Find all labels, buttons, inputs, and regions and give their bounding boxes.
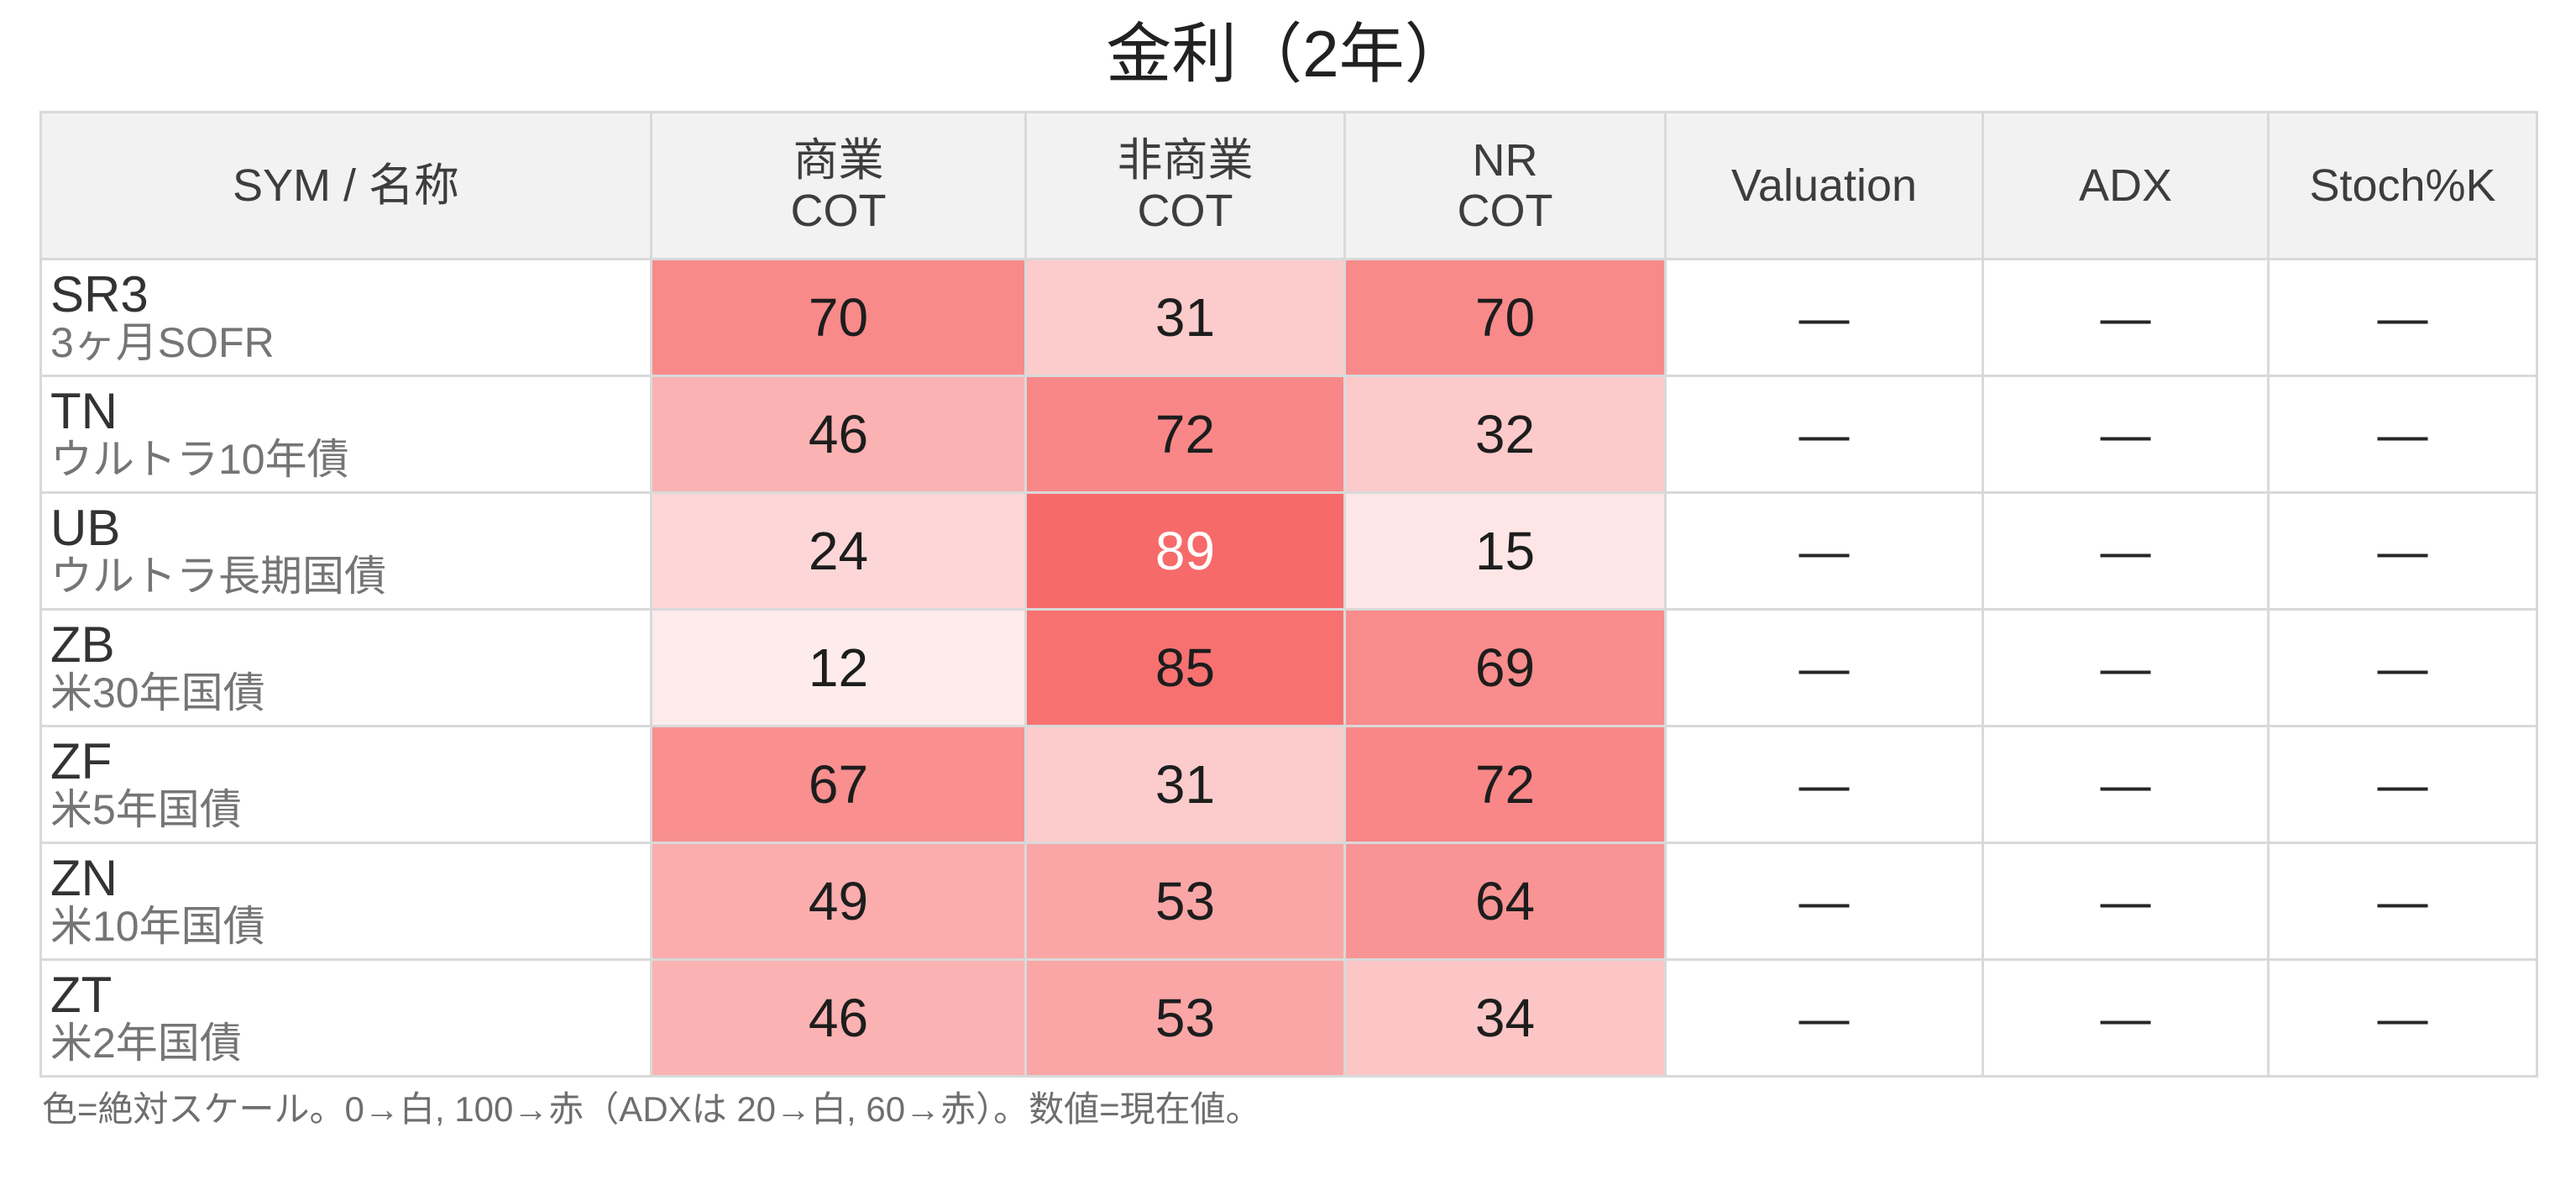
table-row: ZT 米2年国債 46 53 34— — — [39, 958, 2538, 1078]
heat-cell-com: 70 [650, 258, 1027, 377]
column-header-adx: ADX [1982, 111, 2270, 260]
empty-cell-adx: — [1982, 842, 2270, 961]
symbol-name: ウルトラ長期国債 [50, 553, 386, 600]
empty-cell-stochk: — [2267, 608, 2538, 727]
symbol-name: 米30年国債 [50, 669, 265, 717]
heat-cell-nr: 15 [1343, 491, 1667, 611]
column-header-sym-name: SYM / 名称 [39, 111, 652, 260]
empty-cell-adx: — [1982, 375, 2270, 494]
heat-cell-com: 67 [650, 725, 1027, 844]
column-header-nr-cot: NR COT [1343, 111, 1667, 260]
empty-cell-valuation: — [1664, 375, 1984, 494]
heat-cell-noncom: 85 [1024, 608, 1346, 727]
symbol-code: ZN [50, 849, 118, 906]
table-row: ZB 米30年国債 12 85 69— — — [39, 608, 2538, 727]
empty-cell-adx: — [1982, 258, 2270, 377]
heatmap-table: SYM / 名称 商業 COT 非商業 COT NR COT Valuation… [39, 111, 2538, 1078]
table-header: SYM / 名称 商業 COT 非商業 COT NR COT Valuation… [39, 111, 2538, 260]
symbol-cell: ZF 米5年国債 [39, 725, 652, 844]
heat-cell-nr: 69 [1343, 608, 1667, 727]
symbol-name: 米2年国債 [50, 1020, 242, 1067]
heat-cell-com: 24 [650, 491, 1027, 611]
empty-cell-adx: — [1982, 725, 2270, 844]
symbol-cell: SR3 3ヶ月SOFR [39, 258, 652, 377]
column-header-noncommercial-cot: 非商業 COT [1024, 111, 1346, 260]
empty-cell-stochk: — [2267, 725, 2538, 844]
heat-cell-noncom: 31 [1024, 725, 1346, 844]
symbol-code: ZF [50, 732, 113, 789]
empty-cell-stochk: — [2267, 258, 2538, 377]
symbol-name: 米5年国債 [50, 786, 242, 834]
color-scale-footnote: 色=絶対スケール。0→白, 100→赤（ADXは 20→白, 60→赤）。数値=… [42, 1089, 1261, 1129]
table-row: TN ウルトラ10年債 46 72 32— — — [39, 375, 2538, 494]
table-body: SR3 3ヶ月SOFR 70 31 70— — — TN ウルトラ10年債 46 72 32— — — UB… [39, 258, 2538, 1078]
page-title: 金利（2年） [1106, 17, 1470, 91]
symbol-cell: ZT 米2年国債 [39, 958, 652, 1078]
table-row: ZN 米10年国債 49 53 64— — — [39, 842, 2538, 961]
column-header-stochk: Stoch%K [2267, 111, 2538, 260]
column-header-commercial-cot: 商業 COT [650, 111, 1027, 260]
table-row: UB ウルトラ長期国債 24 89 15— — — [39, 491, 2538, 611]
empty-cell-adx: — [1982, 608, 2270, 727]
heat-cell-nr: 70 [1343, 258, 1667, 377]
empty-cell-stochk: — [2267, 842, 2538, 961]
table-row: ZF 米5年国債 67 31 72— — — [39, 725, 2538, 844]
column-header-valuation: Valuation [1664, 111, 1984, 260]
heat-cell-noncom: 89 [1024, 491, 1346, 611]
heat-cell-nr: 72 [1343, 725, 1667, 844]
heat-cell-noncom: 72 [1024, 375, 1346, 494]
empty-cell-valuation: — [1664, 491, 1984, 611]
symbol-code: ZB [50, 616, 115, 673]
empty-cell-stochk: — [2267, 375, 2538, 494]
heat-cell-nr: 34 [1343, 958, 1667, 1078]
heat-cell-noncom: 53 [1024, 842, 1346, 961]
heat-cell-com: 49 [650, 842, 1027, 961]
heat-cell-nr: 32 [1343, 375, 1667, 494]
empty-cell-adx: — [1982, 491, 2270, 611]
heat-cell-noncom: 53 [1024, 958, 1346, 1078]
table-row: SR3 3ヶ月SOFR 70 31 70— — — [39, 258, 2538, 377]
empty-cell-stochk: — [2267, 491, 2538, 611]
empty-cell-valuation: — [1664, 258, 1984, 377]
heat-cell-nr: 64 [1343, 842, 1667, 961]
symbol-code: SR3 [50, 265, 149, 323]
symbol-cell: UB ウルトラ長期国債 [39, 491, 652, 611]
empty-cell-valuation: — [1664, 725, 1984, 844]
heat-cell-com: 12 [650, 608, 1027, 727]
heat-cell-com: 46 [650, 375, 1027, 494]
empty-cell-valuation: — [1664, 842, 1984, 961]
symbol-name: 3ヶ月SOFR [50, 319, 275, 367]
empty-cell-valuation: — [1664, 608, 1984, 727]
symbol-code: TN [50, 382, 118, 439]
symbol-cell: ZB 米30年国債 [39, 608, 652, 727]
symbol-code: ZT [50, 966, 113, 1023]
symbol-cell: TN ウルトラ10年債 [39, 375, 652, 494]
symbol-name: 米10年国債 [50, 903, 265, 951]
empty-cell-stochk: — [2267, 958, 2538, 1078]
heat-cell-noncom: 31 [1024, 258, 1346, 377]
heat-cell-com: 46 [650, 958, 1027, 1078]
empty-cell-valuation: — [1664, 958, 1984, 1078]
empty-cell-adx: — [1982, 958, 2270, 1078]
symbol-cell: ZN 米10年国債 [39, 842, 652, 961]
symbol-name: ウルトラ10年債 [50, 436, 349, 484]
symbol-code: UB [50, 499, 121, 556]
